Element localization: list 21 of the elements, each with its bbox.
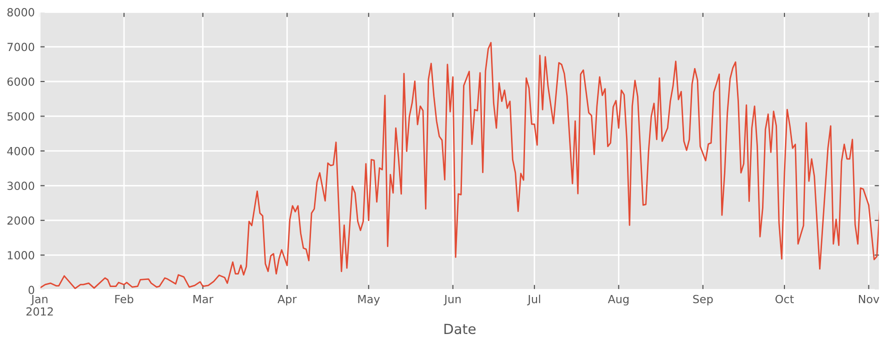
x-tick-label: Nov — [858, 295, 880, 304]
x-tick-label: Aug — [608, 295, 629, 306]
y-tick-label: 7000 — [8, 42, 34, 52]
x-tick-label: Jul — [527, 294, 540, 306]
x-tick-label: Sep — [693, 294, 713, 306]
x-tick-label: Jan 2012 — [26, 295, 53, 316]
y-tick-label: 0 — [28, 286, 34, 294]
y-tick-label: 3000 — [7, 182, 34, 190]
x-tick-label: Mar — [193, 295, 214, 304]
x-tick-label: Apr — [278, 295, 297, 306]
y-tick-label: 4000 — [7, 146, 34, 156]
x-tick-label: Jun — [444, 295, 461, 306]
x-tick-label: Oct — [775, 294, 794, 304]
y-tick-label: 5000 — [8, 112, 34, 121]
x-tick-label: May — [358, 295, 380, 306]
x-axis-title: Date — [444, 324, 476, 334]
y-tick-label: 2000 — [7, 216, 34, 225]
y-tick-label: 6000 — [7, 77, 34, 86]
y-tick-label: 8000 — [7, 8, 34, 16]
x-tick-label: Feb — [115, 294, 134, 304]
y-tick-label: 1000 — [8, 251, 34, 260]
